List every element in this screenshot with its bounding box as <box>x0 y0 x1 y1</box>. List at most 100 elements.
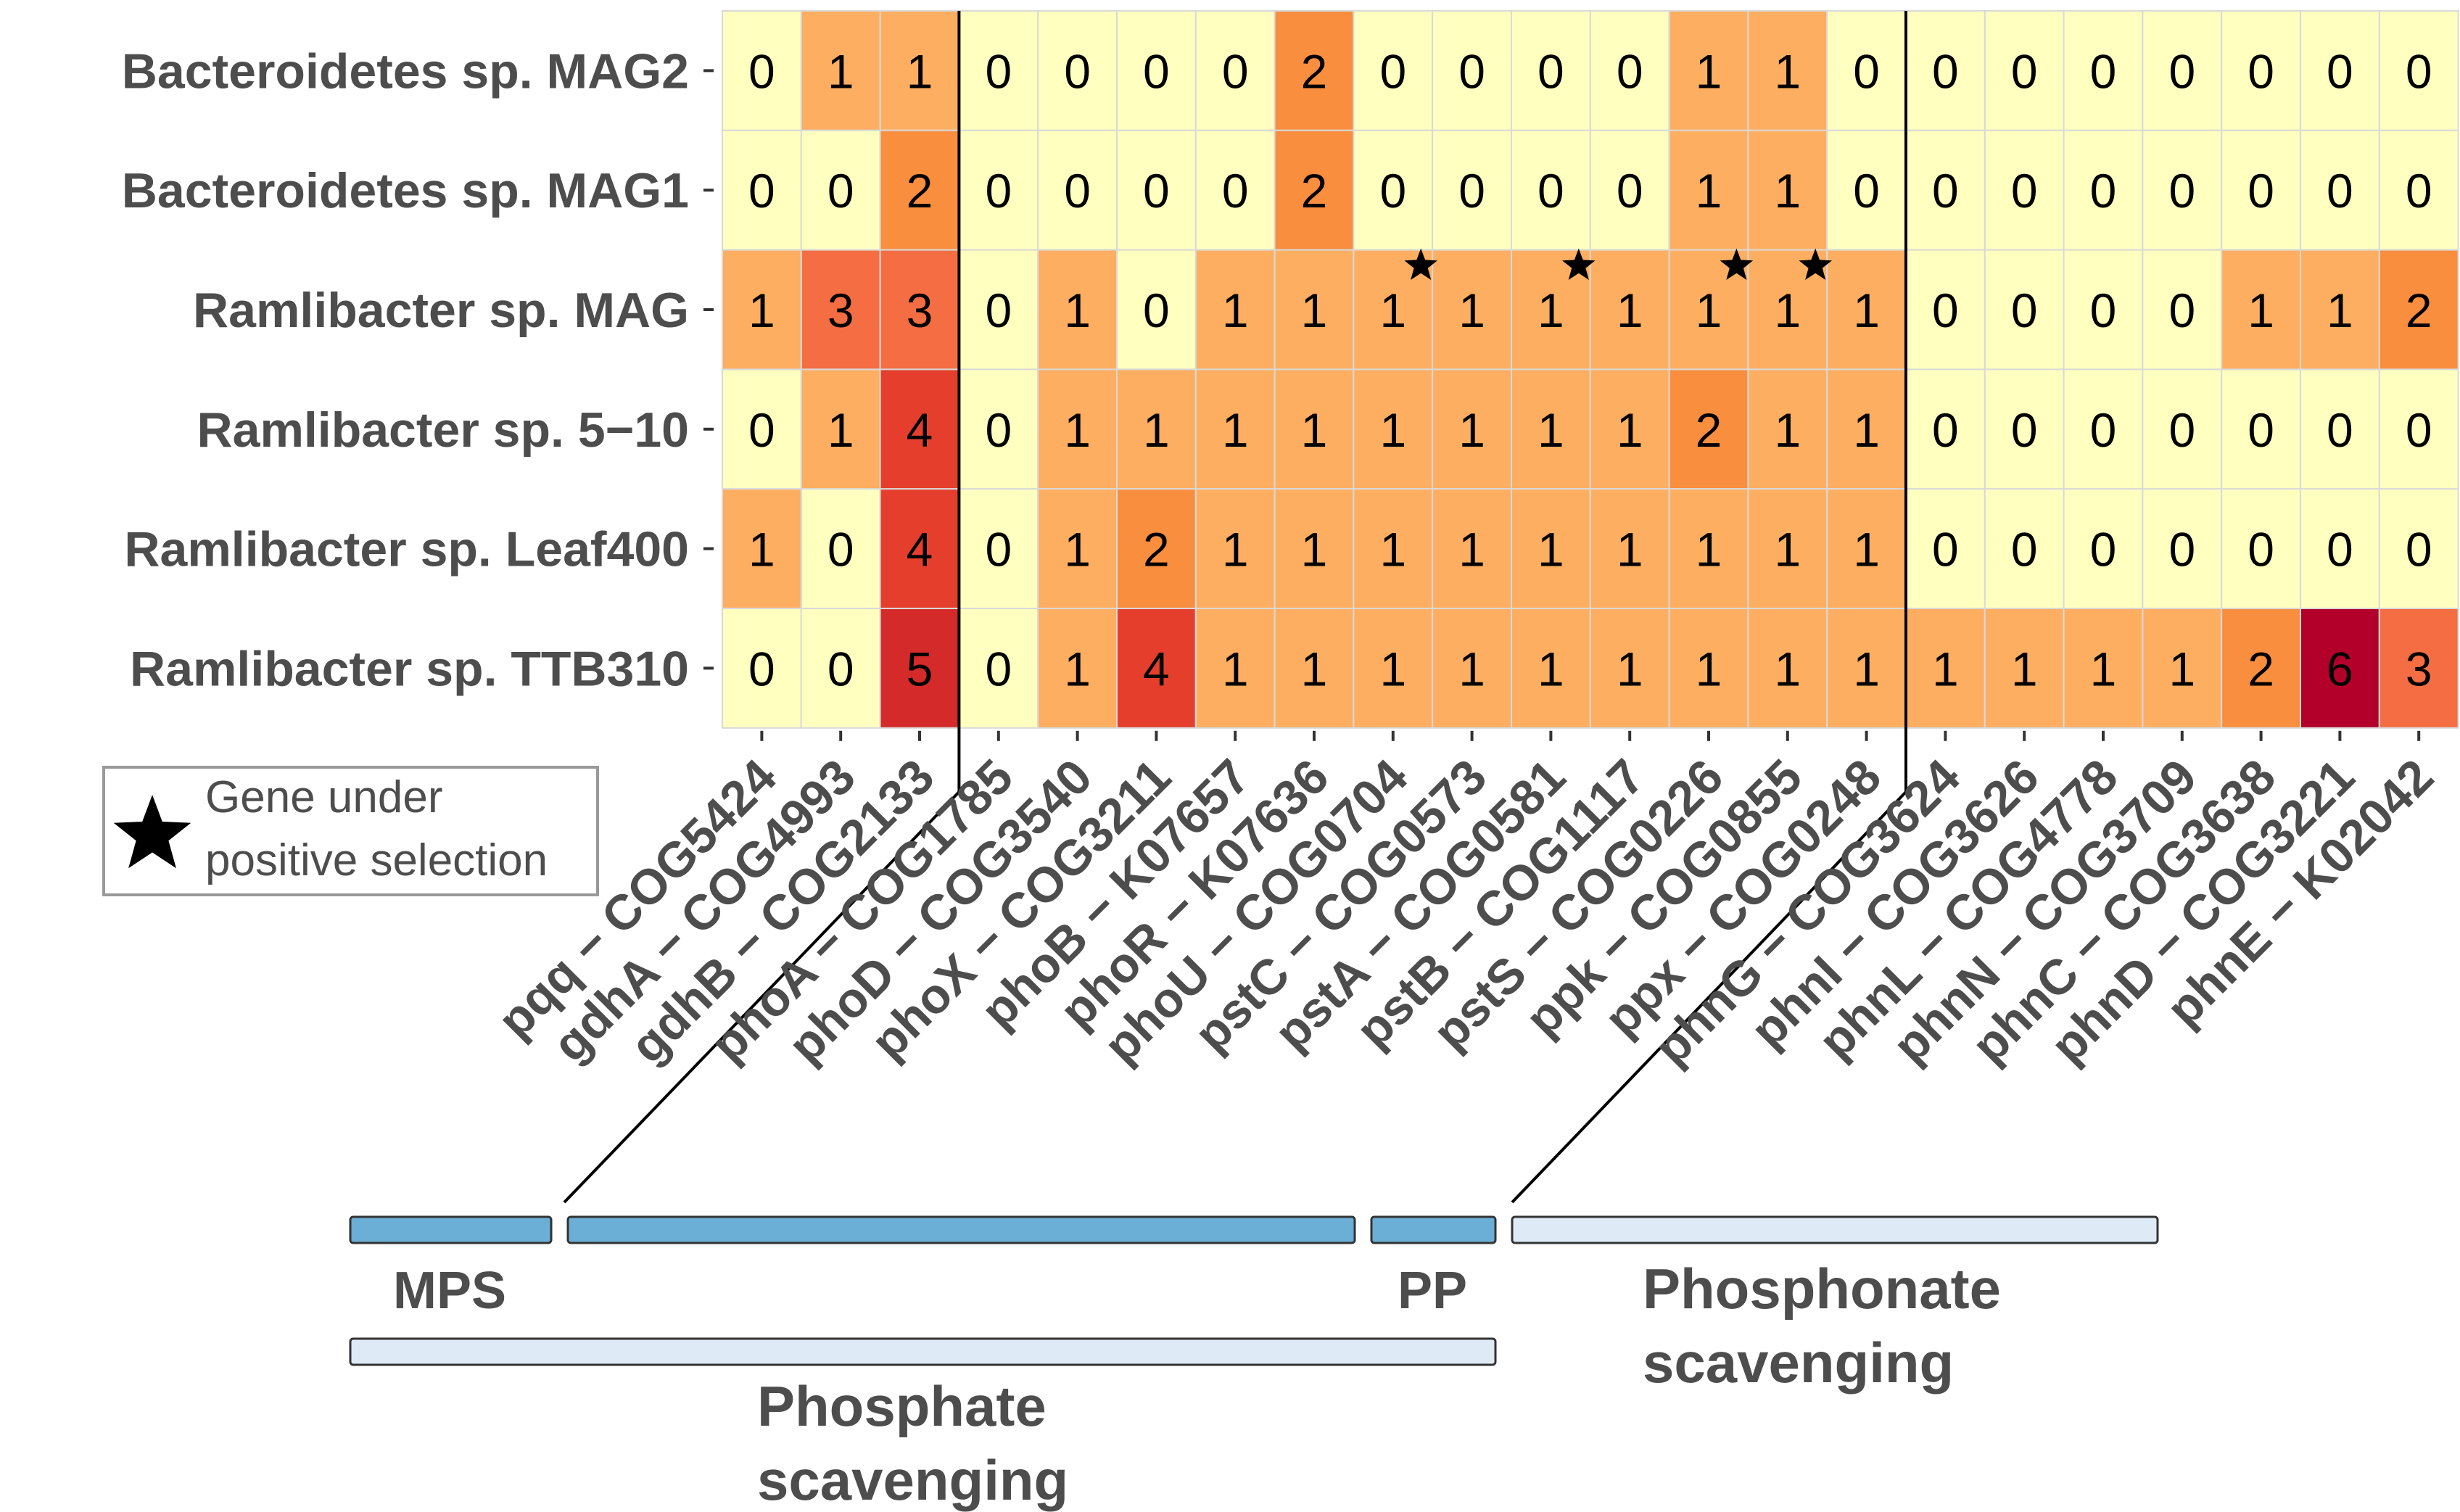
heatmap-cell <box>1116 608 1197 729</box>
heatmap-cell <box>1116 488 1197 610</box>
cell-value-label: 0 <box>1538 164 1564 218</box>
cell-value-label: 0 <box>748 403 775 457</box>
cell-value-label: 0 <box>2248 44 2274 98</box>
heatmap-cell <box>1432 608 1512 729</box>
cell-value-label: 1 <box>1379 523 1406 577</box>
cell-value-label: 0 <box>1932 44 1959 98</box>
cell-value-label: 1 <box>1774 44 1801 98</box>
heatmap-cell <box>1747 129 1828 251</box>
heatmap-cell <box>1274 608 1355 729</box>
cell-value-label: 0 <box>2011 403 2038 457</box>
heatmap-cell <box>1274 488 1355 610</box>
heatmap-cell <box>1905 368 1986 490</box>
cell-value-label: 0 <box>1143 164 1170 218</box>
heatmap-cell <box>800 10 881 131</box>
row-label: Ramlibacter sp. 5−10 <box>197 402 689 458</box>
heatmap-cell <box>1274 368 1355 490</box>
heatmap-cell <box>1984 488 2065 610</box>
heatmap-cell <box>2300 368 2380 490</box>
heatmap-cell <box>2142 368 2223 490</box>
heatmap-cell <box>2063 129 2144 251</box>
heatmap-cell <box>2378 488 2459 610</box>
cell-value-label: 0 <box>827 523 854 577</box>
heatmap-cell <box>2300 608 2380 729</box>
cell-value-label: 1 <box>2168 642 2195 695</box>
selection-markers <box>1404 248 1832 280</box>
positive-selection-star-icon <box>1404 248 1437 280</box>
heatmap-cell <box>1668 368 1749 490</box>
row-label: Bacteroidetes sp. MAG2 <box>122 44 689 99</box>
heatmap-cell <box>2221 488 2301 610</box>
cell-value-label: 1 <box>1617 403 1643 457</box>
heatmap-cell <box>1826 368 1907 490</box>
cell-value-label: 1 <box>1222 403 1249 457</box>
heatmap-cell <box>1511 488 1591 610</box>
cell-value-label: 1 <box>1853 523 1880 577</box>
heatmap-cell <box>1984 608 2065 729</box>
heatmap-cell <box>1905 488 1986 610</box>
cell-value-label: 0 <box>2327 403 2353 457</box>
cell-value-label: 3 <box>2406 642 2432 695</box>
heatmap-cell <box>2221 10 2301 131</box>
cell-value-label: 1 <box>907 44 933 98</box>
mps-label: MPS <box>393 1262 506 1320</box>
heatmap-cell <box>722 10 802 131</box>
cell-value-label: 0 <box>1617 164 1643 218</box>
cell-value-label: 1 <box>1538 523 1564 577</box>
cell-value-label: 0 <box>2248 523 2274 577</box>
positive-selection-star-icon <box>1562 248 1596 280</box>
heatmap-cell <box>1589 10 1670 131</box>
cell-value-label: 1 <box>2327 284 2353 337</box>
cell-value-label: 0 <box>1932 403 1959 457</box>
cell-value-label: 0 <box>1379 44 1406 98</box>
heatmap-cell <box>2378 129 2459 251</box>
heatmap-cell <box>1432 10 1512 131</box>
cell-value-label: 1 <box>1301 403 1328 457</box>
heatmap-cell <box>1511 608 1591 729</box>
cell-value-label: 0 <box>2168 164 2195 218</box>
cell-value-label: 1 <box>748 284 775 337</box>
heatmap-cell <box>1668 608 1749 729</box>
cell-value-label: 1 <box>1774 642 1801 695</box>
cell-value-label: 2 <box>907 164 933 218</box>
heatmap-cell <box>1905 129 1986 251</box>
cell-value-label: 1 <box>1774 523 1801 577</box>
cell-value-label: 1 <box>1064 403 1091 457</box>
cell-value-label: 1 <box>1617 523 1643 577</box>
cell-value-label: 1 <box>827 403 854 457</box>
cell-value-label: 1 <box>1064 284 1091 337</box>
cell-value-label: 1 <box>1853 284 1880 337</box>
heatmap-cell <box>722 368 802 490</box>
cell-value-label: 0 <box>1932 164 1959 218</box>
legend: Gene under positive selection <box>102 766 599 896</box>
heatmap-cell <box>1984 129 2065 251</box>
heatmap-cell <box>879 129 960 251</box>
heatmap-cell <box>1826 488 1907 610</box>
heatmap-cell <box>2142 608 2223 729</box>
heatmap-cell <box>2063 608 2144 729</box>
heatmap-cell <box>800 249 881 371</box>
cell-value-label: 0 <box>1458 44 1485 98</box>
heatmap-cell <box>2142 488 2223 610</box>
cell-value-label: 0 <box>1932 523 1959 577</box>
positive-selection-star-icon <box>1720 248 1754 280</box>
cell-value-label: 6 <box>2327 642 2353 695</box>
heatmap-cell <box>879 608 960 729</box>
heatmap-cell <box>1589 488 1670 610</box>
cell-value-label: 0 <box>2168 403 2195 457</box>
heatmap-cell <box>958 249 1039 371</box>
heatmap-cell <box>1984 249 2065 371</box>
cell-value-label: 1 <box>1064 642 1091 695</box>
gene-group-annotations: MPS PP Phosphonate scavenging Phosphate scave… <box>349 1215 2159 1512</box>
heatmap-cell <box>2221 129 2301 251</box>
cell-value-label: 0 <box>985 164 1012 218</box>
heatmap-cell <box>958 10 1039 131</box>
heatmap-cell <box>2063 368 2144 490</box>
cell-value-label: 0 <box>1617 44 1643 98</box>
cell-value-label: 0 <box>1379 164 1406 218</box>
pp-bar <box>1370 1215 1497 1244</box>
cell-value-label: 1 <box>1774 403 1801 457</box>
heatmap-cell <box>2300 10 2380 131</box>
